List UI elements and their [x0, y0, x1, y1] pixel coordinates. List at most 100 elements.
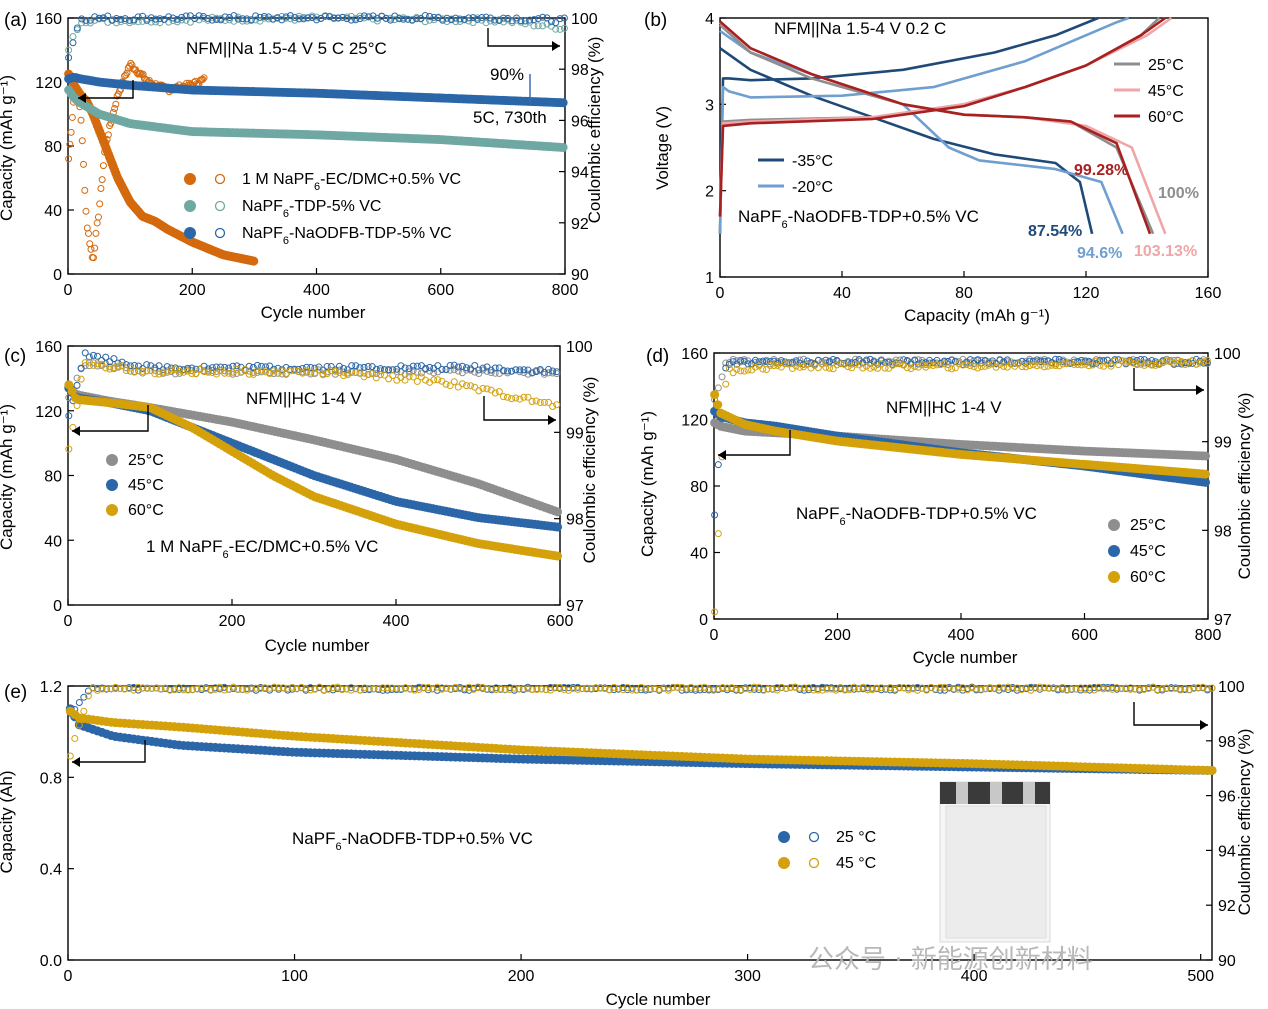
- ce-point: [506, 685, 514, 693]
- ce-point: [175, 685, 183, 693]
- ce-point: [446, 366, 454, 374]
- ce-point: [592, 684, 600, 692]
- ce-point: [454, 383, 462, 391]
- ce-point: [430, 369, 438, 377]
- ce-point: [903, 357, 911, 365]
- ce-point: [383, 684, 391, 692]
- ce-point: [479, 364, 487, 372]
- ce-point: [565, 684, 573, 692]
- ce-point: [933, 361, 941, 369]
- retention-value: 103.13%: [1134, 243, 1197, 260]
- ce-point: [601, 685, 609, 693]
- ce-point: [1176, 686, 1184, 694]
- ce-point: [547, 683, 555, 691]
- ce-point: [740, 357, 748, 365]
- ce-point: [539, 13, 547, 21]
- ce-point: [932, 685, 940, 693]
- ce-point: [1114, 361, 1122, 369]
- x-tick-label: 100: [281, 968, 308, 985]
- ce-point: [360, 14, 368, 22]
- ce-point: [848, 359, 856, 367]
- panel-3-axes: (c) 0 200 400 600 0 40 80 120 160 97 98 99 100 Coulomb…: [0, 339, 599, 655]
- ce-point: [303, 363, 311, 371]
- ce-point: [909, 685, 917, 693]
- ce-point: [147, 14, 155, 22]
- ce-point: [1199, 683, 1207, 691]
- ce-point: [317, 15, 325, 23]
- y-tick-label: 40: [44, 203, 62, 220]
- ce-point: [463, 366, 471, 374]
- ce-point: [970, 360, 978, 368]
- ce-point: [881, 359, 889, 367]
- y-tick-label: 0.0: [40, 953, 62, 970]
- y-tick-label: 0: [53, 598, 62, 615]
- ce-point: [624, 686, 632, 694]
- ce-point: [1200, 358, 1208, 366]
- ce-point: [395, 15, 403, 23]
- ce-point: [275, 684, 283, 692]
- ce-point: [102, 364, 110, 372]
- axis-arrow: [1133, 702, 1208, 726]
- y-tick-label: 80: [44, 469, 62, 486]
- ce-point: [343, 15, 351, 23]
- ce-point: [970, 363, 978, 371]
- annotation: NFM||HC 1-4 V: [246, 389, 362, 408]
- legend-label: 45°C: [1130, 543, 1166, 560]
- ce-point: [886, 684, 894, 692]
- ce-point: [714, 530, 722, 538]
- ce-point: [800, 355, 808, 363]
- ce-point: [192, 370, 200, 378]
- ce-point: [430, 376, 438, 384]
- ce-point: [1203, 359, 1211, 367]
- ce-point: [123, 69, 131, 77]
- ce-point: [372, 365, 380, 373]
- ce-point: [1011, 359, 1019, 367]
- ce-point: [524, 370, 532, 378]
- ce-point: [229, 683, 237, 691]
- ce-point: [467, 365, 475, 373]
- x-tick-label: 200: [179, 282, 206, 299]
- ce-point: [96, 200, 104, 208]
- ce-point: [1009, 685, 1017, 693]
- legend-item: 60°C: [1108, 569, 1166, 586]
- ce-point: [955, 360, 963, 368]
- ce-point: [948, 365, 956, 373]
- ce-point: [1196, 359, 1204, 367]
- y2-tick-label: 90: [571, 267, 589, 284]
- ce-point: [877, 684, 885, 692]
- retention-value: 87.54%: [1028, 223, 1082, 240]
- ce-point: [814, 356, 822, 364]
- ce-point: [319, 371, 327, 379]
- ce-point: [744, 366, 752, 374]
- ce-point: [126, 362, 134, 370]
- arrow-head: [548, 415, 556, 425]
- ce-point: [556, 683, 564, 691]
- legend-marker-open: [808, 857, 820, 869]
- ce-point: [207, 685, 215, 693]
- ce-point: [892, 360, 900, 368]
- ce-point: [465, 686, 473, 694]
- -20°C-charge-curve: [718, 16, 1130, 234]
- ce-point: [303, 367, 311, 375]
- -20°C-discharge-curve: [719, 29, 1124, 235]
- ce-point: [156, 15, 164, 23]
- ce-point: [393, 365, 401, 373]
- ce-point: [208, 369, 216, 377]
- y-tick-label: 160: [35, 11, 62, 28]
- ce-point: [1190, 684, 1198, 692]
- ce-point: [413, 362, 421, 370]
- ce-point: [198, 684, 206, 692]
- ce-point: [265, 13, 273, 21]
- ce-point: [841, 686, 849, 694]
- ce-point: [323, 362, 331, 370]
- ce-point: [465, 14, 473, 22]
- ce-point: [940, 360, 948, 368]
- ce-point: [1108, 685, 1116, 693]
- ce-point: [196, 365, 204, 373]
- ce-point: [740, 367, 748, 375]
- ce-point: [729, 355, 737, 363]
- ce-point: [212, 363, 220, 371]
- y-tick-label: 40: [44, 533, 62, 550]
- ce-point: [155, 362, 163, 370]
- ce-point: [840, 360, 848, 368]
